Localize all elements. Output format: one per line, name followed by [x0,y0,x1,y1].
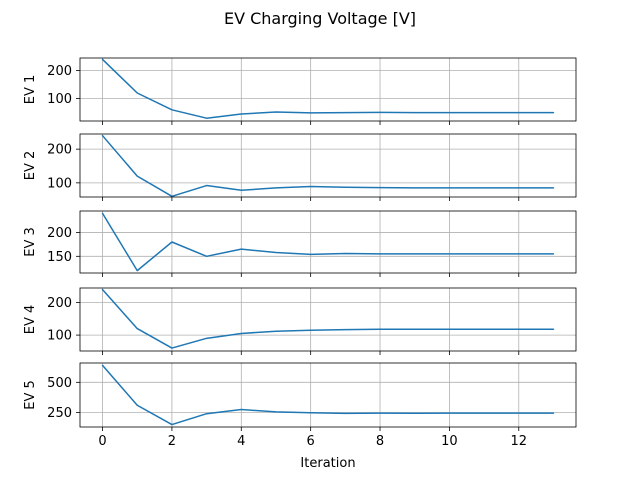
subplot-frame-ev-4 [79,287,577,352]
y-tick-label: 100 [47,176,72,191]
subplot-frame-ev-2 [79,133,577,198]
y-tick-label: 150 [47,250,72,265]
y-axis-label-ev-1: EV 1 [23,75,38,105]
y-axis-label-ev-2: EV 2 [23,151,38,181]
y-tick-label: 200 [47,64,72,79]
subplot-frame-ev-1 [79,57,577,122]
y-axis-label-ev-3: EV 3 [23,227,38,257]
series-line-ev-2 [101,134,555,198]
x-tick-label: 0 [98,434,106,449]
y-tick-label: 500 [47,376,72,391]
x-tick-label: 2 [168,434,176,449]
y-axis-label-ev-5: EV 5 [23,380,38,410]
series-line-ev-3 [101,212,555,272]
subplot-frame-ev-3 [79,210,577,274]
subplot-frame-ev-5 [79,362,577,428]
series-line-ev-1 [101,58,555,119]
x-tick-label: 12 [510,434,527,449]
series-line-ev-4 [101,288,555,349]
x-tick-label: 6 [307,434,315,449]
series-line-ev-5 [101,364,555,426]
y-tick-label: 100 [47,92,72,107]
x-tick-label: 10 [441,434,458,449]
x-tick-label: 8 [376,434,384,449]
y-tick-label: 200 [47,143,72,158]
chart-title: EV Charging Voltage [V] [224,9,416,28]
y-tick-label: 100 [47,329,72,344]
y-tick-label: 200 [47,296,72,311]
y-axis-label-ev-4: EV 4 [23,305,38,335]
y-tick-label: 200 [47,226,72,241]
x-tick-label: 4 [237,434,245,449]
x-axis-label: Iteration [300,456,355,471]
y-tick-label: 250 [47,406,72,421]
